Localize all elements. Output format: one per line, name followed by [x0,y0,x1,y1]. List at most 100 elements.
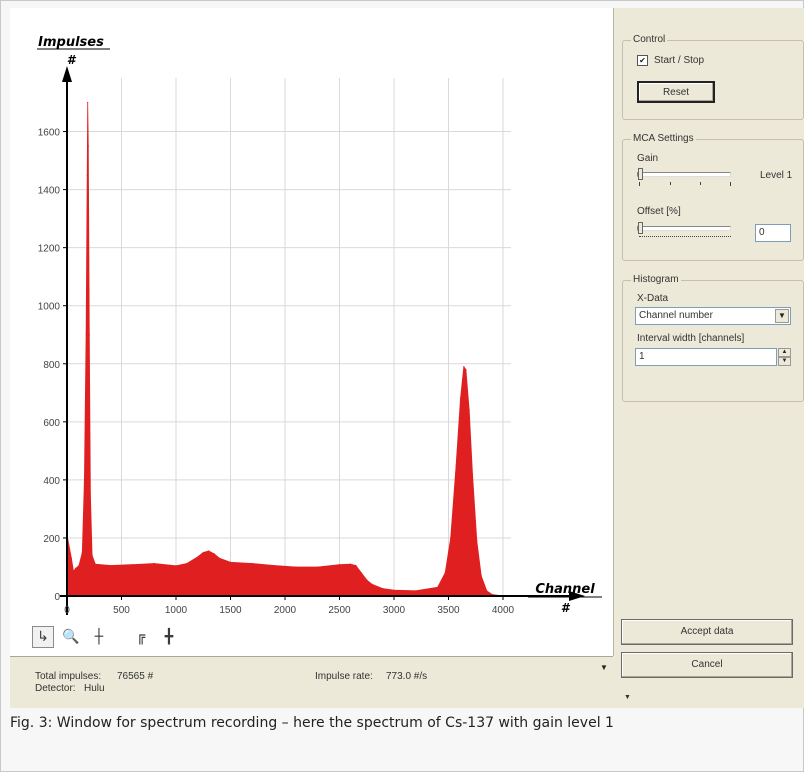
spectrum-point [110,564,112,567]
zoom-fit-icon[interactable]: ╔ [136,629,146,645]
gain-slider-thumb[interactable] [638,168,643,180]
impulse-rate-label: Impulse rate: [315,671,373,682]
control-group-title: Control [631,34,668,45]
spectrum-point [213,553,215,555]
cancel-button[interactable]: Cancel [621,652,793,678]
spectrum-point [229,561,232,563]
y-tick-label: 1400 [38,186,61,197]
spectrum-point [455,464,457,466]
y-tick-label: 1000 [38,302,61,313]
spectrum-point [463,366,465,368]
spectrum-point [465,369,467,371]
chevron-down-icon[interactable]: ▼ [775,309,789,323]
spectrum-point [85,334,87,336]
checkbox-check-icon: ✔ [637,55,648,66]
y-axis-arrow [62,66,72,82]
chart-grid [67,78,511,596]
spectrum-point [371,583,373,586]
spectrum-point [295,566,297,568]
offset-slider-track[interactable] [637,226,731,231]
x-tick-label: 4000 [492,605,515,616]
move-icon[interactable]: ╋ [164,629,174,645]
x-tick-label: 500 [113,605,130,616]
x-tick-label: 1500 [219,605,242,616]
y-tick-label: 600 [43,418,60,429]
x-tick-label: 0 [64,605,70,616]
y-tick-label: 400 [43,476,60,487]
accept-data-button[interactable]: Accept data [621,619,793,645]
xdata-select[interactable]: Channel number ▼ [635,307,791,325]
spectrum-point [202,551,204,554]
spectrum-point [360,572,362,574]
settings-panel: Control ✔ Start / Stop Reset MCA Setting… [621,28,804,708]
spectrum-point [317,566,319,568]
spectrum-point [251,562,253,565]
impulse-rate-value: 773.0 #/s [386,671,428,682]
panel-collapse-icon[interactable]: ▼ [624,694,631,701]
cursor-icon[interactable]: ↳ [32,626,54,648]
spectrum-point [81,551,83,554]
spectrum-point [72,570,75,572]
mca-settings-group: MCA Settings Gain Level 1 Offset [%] 0 [622,133,804,261]
spectrum-point [476,540,478,542]
x-tick-label: 2000 [274,605,297,616]
xdata-label: X-Data [637,293,669,304]
spectrum-point [186,562,188,565]
offset-label: Offset [%] [637,206,681,217]
start-stop-checkbox[interactable]: ✔ Start / Stop [637,55,704,66]
spectrum-point [480,575,482,577]
spectrum-point [382,588,384,590]
status-expand-icon[interactable]: ▼ [600,663,608,672]
spectrum-point [459,398,462,400]
gain-slider-ticks [639,182,732,186]
spectrum-point [175,565,177,567]
spectrum-point [78,564,80,567]
application-window: 0 500 1000 1500 2000 2500 3000 3500 4000 0 200 400 6… [10,8,804,708]
spectrum-point [208,550,210,552]
total-impulses-value: 76565 # [117,671,154,682]
spectrum-point [219,557,221,559]
x-tick-label: 1000 [165,605,188,616]
y-axis-title: Impulses [38,35,104,50]
spectrum-point [87,145,89,147]
reset-button[interactable]: Reset [637,81,715,103]
zoom-icon[interactable]: 🔍 [62,629,80,645]
histogram-title: Histogram [631,274,681,285]
chart-data-layer [66,101,504,597]
interval-width-input[interactable]: 1 [635,348,777,366]
crosshair-icon[interactable]: ┼ [94,629,104,645]
chart-toolbar: ↳ 🔍 ┼ ╔ ╋ [32,625,180,649]
spectrum-point [491,593,493,596]
x-tick-label: 2500 [328,605,351,616]
spectrum-point [444,572,446,574]
spectrum-point [87,101,89,104]
offset-slider-ticks [639,236,731,241]
detector-label: Detector: [35,683,76,694]
x-axis-unit: # [561,601,571,615]
spectrum-point [471,473,474,475]
spectrum-point [70,557,72,559]
spectrum-point [393,589,395,591]
gain-label: Gain [637,153,659,164]
y-tick-label: 1200 [38,244,61,255]
gain-slider-track[interactable] [637,172,731,177]
spin-down-icon[interactable]: ▼ [778,357,791,366]
spectrum-chart: 0 500 1000 1500 2000 2500 3000 3500 4000 0 200 400 6… [37,35,602,616]
mca-settings-title: MCA Settings [631,133,696,144]
spectrum-point [415,590,417,592]
spectrum-point [197,556,199,558]
status-bar: Total impulses: 76565 # Detector: Hulu I… [10,656,613,708]
start-stop-label: Start / Stop [654,55,705,66]
control-group: Control ✔ Start / Stop Reset [622,34,804,120]
spectrum-point [91,554,93,557]
y-axis-unit: # [67,53,77,67]
spectrum-point [75,567,77,570]
offset-input[interactable]: 0 [755,224,791,242]
offset-slider-thumb[interactable] [638,222,643,234]
spectrum-point [366,579,368,581]
spin-up-icon[interactable]: ▲ [778,348,791,357]
spectrum-point [94,563,96,565]
y-tick-label: 1600 [38,128,61,139]
chart-axes: 0 500 1000 1500 2000 2500 3000 3500 4000 0 200 400 6… [37,48,602,616]
